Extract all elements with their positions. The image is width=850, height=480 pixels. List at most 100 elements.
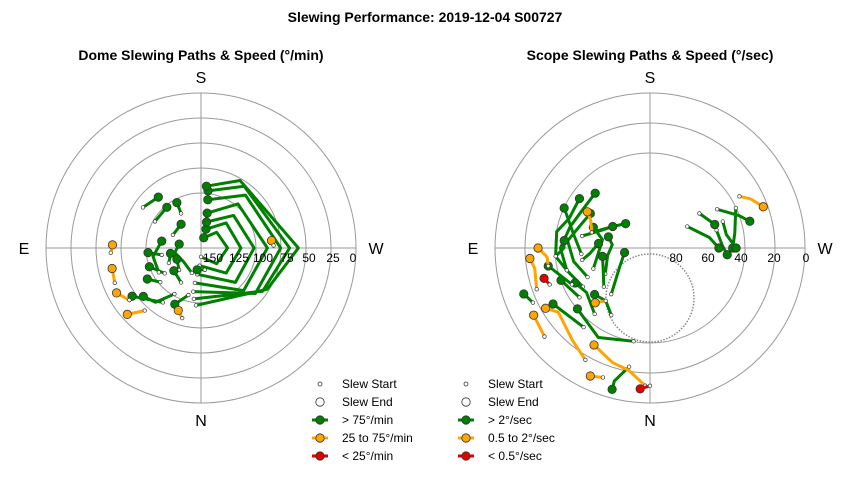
slew-start-marker: [198, 254, 204, 260]
compass-label-bottom: N: [195, 413, 207, 430]
slew-end-marker: [714, 243, 724, 253]
slew-start-marker: [626, 364, 632, 369]
slew-start-marker: [160, 300, 166, 305]
slew-end-marker: [590, 188, 600, 198]
slew-start-marker: [714, 207, 720, 212]
radial-tick-label: 75: [280, 251, 294, 265]
radial-tick-label: 125: [229, 251, 249, 265]
slew-end-marker: [142, 274, 152, 284]
legend-dot-swatch: [461, 433, 471, 443]
slew-end-marker: [172, 254, 182, 264]
slew-path: [573, 281, 597, 316]
figure-title: Slewing Performance: 2019-12-04 S00727: [287, 9, 563, 25]
slew-end-marker: [574, 194, 585, 204]
dome-panel: Dome Slewing Paths & Speed (°/min) S N E W 15…: [19, 47, 413, 463]
slew-start-marker: [156, 270, 161, 275]
slew-end-marker: [589, 340, 599, 350]
legend-label: Slew End: [488, 395, 539, 409]
slew-start-marker: [581, 325, 586, 330]
slew-start-marker: [542, 334, 547, 339]
slew-start-marker: [609, 292, 614, 297]
legend-label: 0.5 to 2°/sec: [488, 431, 555, 445]
slew-start-marker: [580, 257, 585, 263]
slew-end-marker: [173, 305, 183, 316]
radial-tick-label: 50: [302, 251, 316, 265]
slew-end-marker: [174, 239, 184, 249]
slew-path: [130, 294, 165, 304]
slew-start-marker: [585, 274, 590, 280]
slew-start-marker: [178, 280, 184, 285]
slew-end-marker: [731, 243, 741, 253]
slew-path: [551, 302, 586, 329]
panel-title: Dome Slewing Paths & Speed (°/min): [78, 47, 323, 63]
slew-start-marker: [564, 268, 569, 273]
legend-dot-swatch: [315, 433, 325, 443]
slew-end-marker: [621, 219, 631, 229]
legend-label: Slew Start: [342, 377, 397, 391]
legend-label: > 2°/sec: [488, 413, 532, 427]
slew-end-marker: [593, 238, 604, 249]
slew-start-marker: [685, 224, 690, 229]
slew-end-marker: [157, 236, 167, 246]
slew-path: [546, 264, 574, 286]
legend-end-swatch: [315, 397, 325, 407]
radial-tick-label: 40: [734, 251, 748, 265]
slew-start-marker: [170, 232, 176, 238]
legend-label: Slew End: [342, 395, 393, 409]
slew-end-marker: [597, 251, 608, 261]
slew-start-marker: [697, 211, 702, 216]
slew-end-marker: [533, 243, 543, 253]
compass-label-right: W: [817, 241, 833, 258]
slew-end-marker: [201, 181, 212, 191]
slew-path: [151, 239, 164, 274]
slew-end-marker: [608, 221, 618, 232]
slew-end-marker: [107, 240, 118, 250]
slew-start-marker: [172, 291, 177, 297]
legend-dot-swatch: [461, 451, 471, 461]
slew-end-marker: [111, 288, 122, 298]
legend-label: Slew Start: [488, 377, 543, 391]
slew-start-marker: [142, 308, 147, 313]
slew-start-marker: [180, 316, 185, 321]
slew-path: [192, 184, 292, 301]
slew-start-marker: [591, 266, 596, 271]
slew-start-marker: [592, 311, 597, 317]
slew-start-marker: [193, 303, 199, 308]
slew-end-marker: [745, 216, 755, 226]
slew-path: [195, 213, 256, 284]
slew-start-marker: [601, 284, 606, 289]
slew-start-marker: [158, 280, 163, 285]
slew-end-marker: [635, 384, 645, 394]
radial-tick-label: 100: [253, 251, 273, 265]
slew-end-marker: [203, 195, 213, 205]
slew-start-marker: [546, 263, 551, 269]
radial-tick-label: 60: [701, 251, 715, 265]
slew-end-marker: [162, 202, 172, 212]
slew-start-marker: [589, 230, 594, 235]
slew-start-marker: [112, 280, 117, 285]
slew-path: [544, 306, 587, 362]
slew-start-marker: [579, 251, 584, 257]
slew-end-marker: [201, 217, 212, 227]
slew-end-marker: [619, 247, 630, 258]
slew-end-marker: [758, 202, 768, 212]
legend-label: 25 to 75°/min: [342, 431, 413, 445]
slew-path: [609, 251, 627, 296]
slew-start-marker: [530, 300, 536, 305]
slew-end-marker: [192, 265, 202, 275]
legend-dot-swatch: [461, 415, 471, 425]
slew-end-marker: [144, 262, 154, 272]
legend-start-swatch: [317, 381, 323, 387]
slew-start-marker: [192, 280, 197, 286]
slew-start-marker: [127, 297, 132, 303]
slew-path: [685, 225, 721, 250]
slew-end-marker: [169, 266, 179, 276]
legend-dot-swatch: [315, 415, 325, 425]
slew-path: [738, 194, 765, 209]
slew-end-marker: [539, 273, 549, 283]
legend-end-swatch: [461, 397, 471, 407]
slew-start-marker: [534, 287, 539, 292]
slew-start-marker: [189, 270, 195, 276]
slew-end-marker: [559, 235, 569, 246]
slew-path: [715, 207, 752, 223]
